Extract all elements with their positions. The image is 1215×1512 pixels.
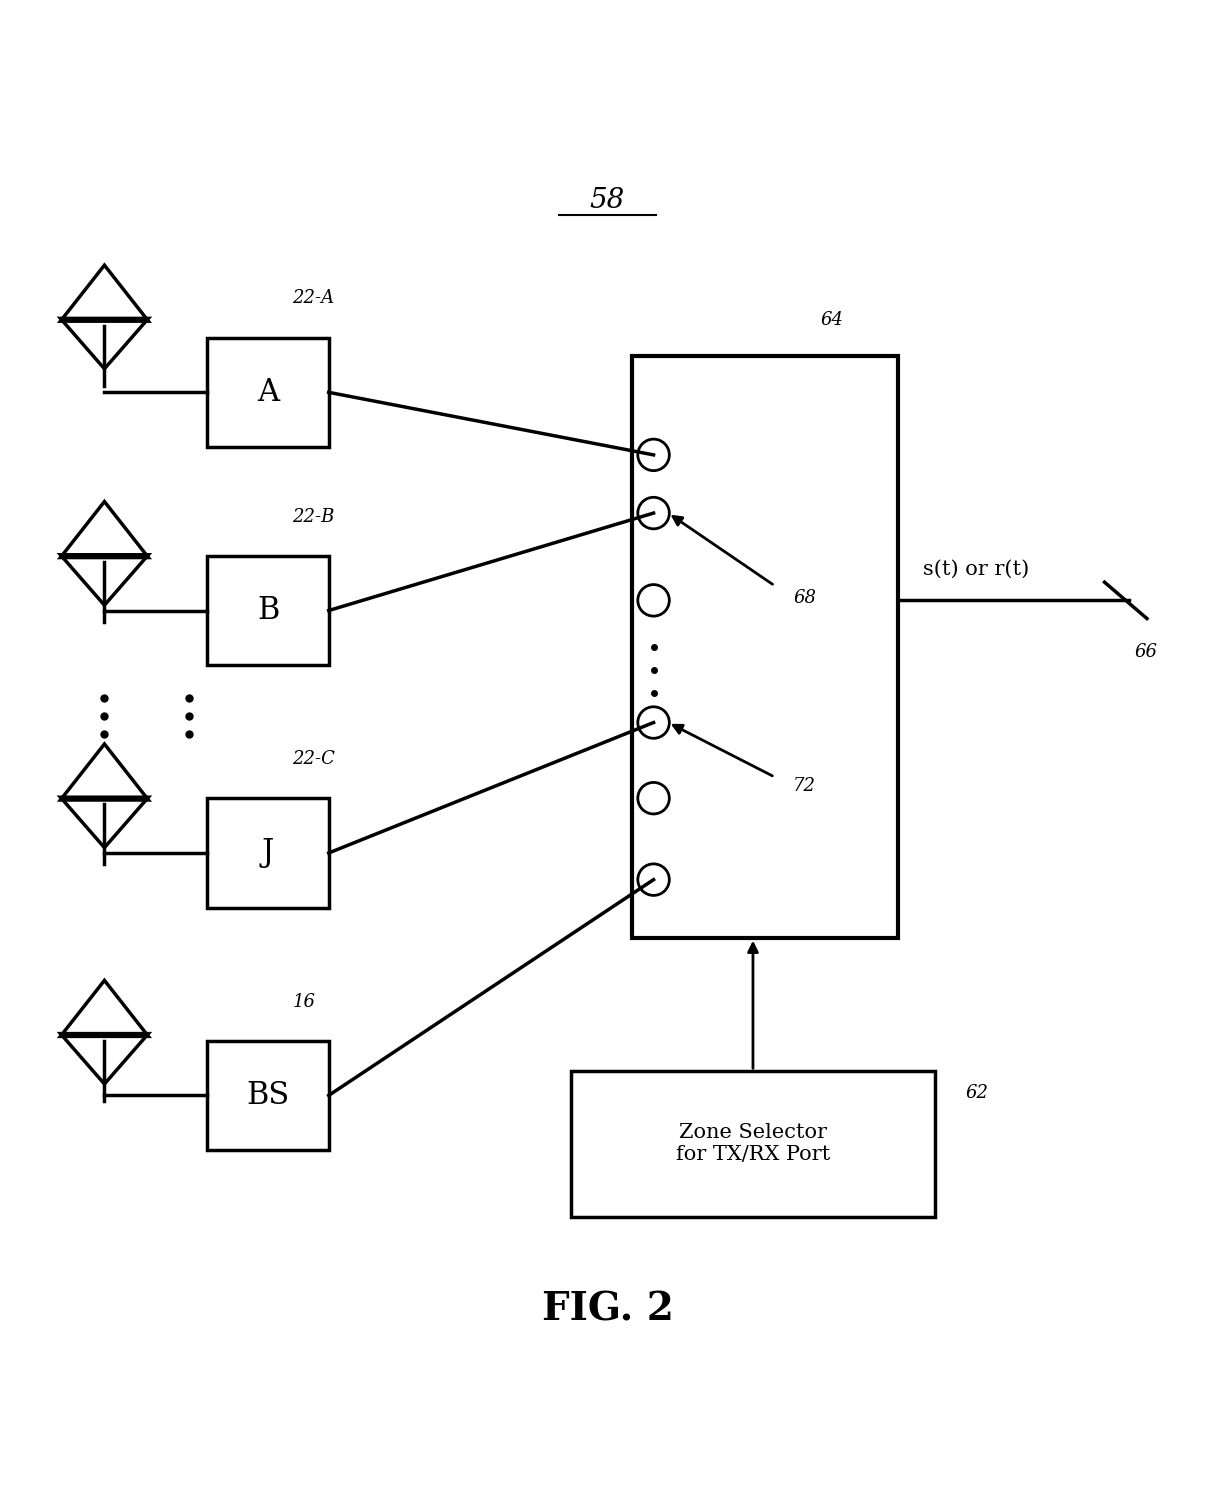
Text: B: B — [256, 596, 279, 626]
Text: 22-A: 22-A — [293, 289, 334, 307]
Text: s(t) or r(t): s(t) or r(t) — [922, 559, 1029, 579]
Text: 66: 66 — [1135, 643, 1158, 661]
Text: 62: 62 — [965, 1084, 988, 1102]
FancyBboxPatch shape — [208, 1040, 329, 1151]
Text: FIG. 2: FIG. 2 — [542, 1291, 673, 1329]
Text: 22-B: 22-B — [293, 508, 334, 526]
Text: BS: BS — [247, 1080, 289, 1111]
FancyBboxPatch shape — [208, 556, 329, 665]
FancyBboxPatch shape — [208, 337, 329, 448]
Text: Zone Selector
for TX/RX Port: Zone Selector for TX/RX Port — [676, 1123, 830, 1164]
FancyBboxPatch shape — [632, 355, 898, 937]
Text: J: J — [262, 838, 275, 868]
Text: 58: 58 — [589, 187, 626, 215]
FancyBboxPatch shape — [571, 1070, 934, 1217]
Text: 22-C: 22-C — [293, 750, 335, 768]
Text: 64: 64 — [820, 311, 843, 330]
FancyBboxPatch shape — [208, 798, 329, 907]
Text: 16: 16 — [293, 992, 316, 1010]
Text: A: A — [258, 376, 279, 408]
Text: 72: 72 — [793, 777, 816, 795]
Text: 68: 68 — [793, 590, 816, 606]
